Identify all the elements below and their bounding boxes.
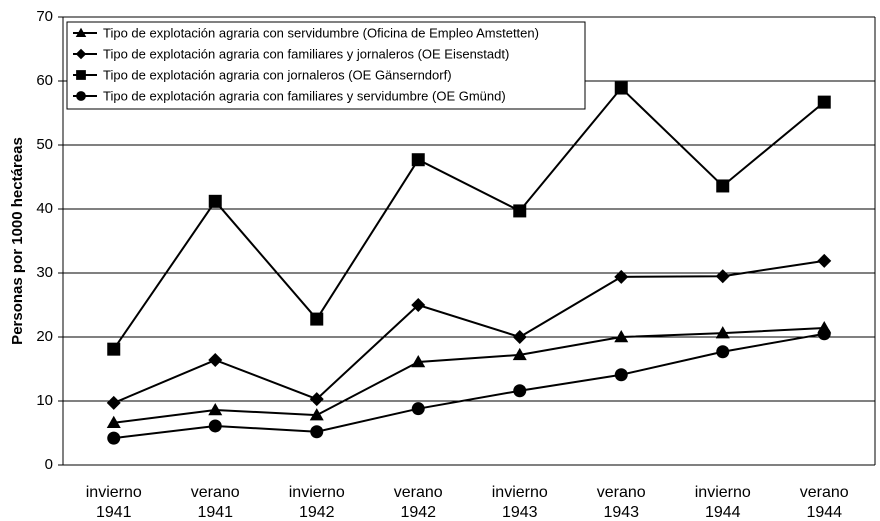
marker <box>715 269 730 284</box>
marker <box>817 327 831 341</box>
legend-marker <box>76 70 86 80</box>
marker <box>716 345 730 359</box>
legend-label: Tipo de explotación agraria con familiar… <box>103 46 509 61</box>
marker <box>512 347 527 361</box>
x-tick-label: 1944 <box>705 504 741 521</box>
marker <box>106 415 121 429</box>
marker <box>107 431 121 445</box>
x-tick-label: 1944 <box>806 504 842 521</box>
y-tick-label: 70 <box>36 8 53 25</box>
marker <box>309 408 324 421</box>
marker <box>817 95 831 109</box>
legend-box <box>66 21 586 110</box>
marker <box>309 392 324 407</box>
marker <box>817 253 832 268</box>
y-tick-label: 0 <box>45 456 53 473</box>
marker <box>107 342 121 356</box>
legend-label: Tipo de explotación agraria con servidum… <box>103 25 539 40</box>
legend-marker <box>75 27 87 37</box>
marker <box>310 312 324 326</box>
legend-marker <box>75 48 87 60</box>
y-tick-label: 40 <box>36 200 53 217</box>
series-line <box>112 86 825 350</box>
x-tick-label: verano <box>394 484 443 501</box>
y-tick-label: 50 <box>36 136 53 153</box>
x-tick-label: verano <box>800 484 849 501</box>
x-tick-label: 1942 <box>400 504 436 521</box>
marker <box>715 326 730 339</box>
marker <box>513 384 527 398</box>
y-tick-label: 20 <box>36 328 53 345</box>
legend-marker <box>76 91 86 101</box>
y-tick-label: 10 <box>36 392 53 409</box>
marker <box>512 330 527 344</box>
y-tick-label: 60 <box>36 72 53 89</box>
marker <box>106 395 121 410</box>
marker <box>411 298 426 312</box>
x-tick-label: verano <box>191 484 240 501</box>
marker <box>513 204 527 218</box>
x-tick-label: 1942 <box>299 504 335 521</box>
legend-label: Tipo de explotación agraria con familiar… <box>103 88 506 103</box>
x-tick-label: invierno <box>86 484 142 501</box>
marker <box>614 81 628 95</box>
marker <box>411 354 426 368</box>
y-axis-label: Personas por 1000 hectáreas <box>9 137 26 345</box>
x-tick-label: verano <box>597 484 646 501</box>
x-tick-label: 1941 <box>96 504 132 521</box>
x-tick-label: 1943 <box>502 504 538 521</box>
marker <box>411 153 425 167</box>
marker <box>614 269 629 284</box>
marker <box>208 402 223 416</box>
series-line <box>113 332 825 440</box>
marker <box>411 402 425 416</box>
x-tick-label: 1943 <box>603 504 639 521</box>
x-tick-label: invierno <box>492 484 548 501</box>
marker <box>310 425 324 439</box>
x-tick-label: invierno <box>289 484 345 501</box>
legend-label: Tipo de explotación agraria con jornaler… <box>103 67 452 82</box>
series-line <box>113 327 825 424</box>
y-tick-label: 30 <box>36 264 53 281</box>
marker <box>208 353 223 368</box>
x-tick-label: invierno <box>695 484 751 501</box>
x-tick-label: 1941 <box>197 504 233 521</box>
marker <box>614 368 628 382</box>
marker <box>208 419 222 433</box>
series-line <box>113 259 825 404</box>
marker <box>208 194 222 208</box>
marker <box>716 179 730 193</box>
marker <box>614 330 629 343</box>
